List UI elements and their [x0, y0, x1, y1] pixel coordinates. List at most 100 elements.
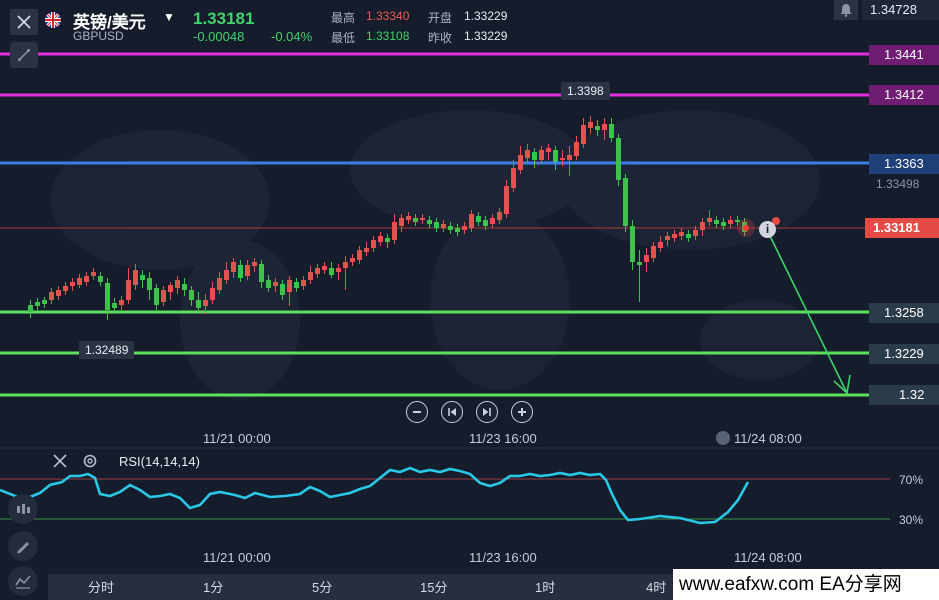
info-icon[interactable]: i	[759, 221, 776, 238]
level-label-6: 1.32	[869, 385, 939, 405]
candle	[154, 288, 159, 305]
candle	[476, 216, 481, 222]
step-back-button[interactable]	[441, 401, 463, 423]
candle	[693, 230, 698, 236]
candle	[735, 220, 740, 222]
candle	[658, 242, 663, 248]
current-price-dot	[743, 225, 749, 231]
tf-4h[interactable]: 4时	[646, 580, 667, 595]
candle	[714, 220, 719, 224]
step-forward-button[interactable]	[476, 401, 498, 423]
candle	[539, 150, 544, 160]
candle	[217, 278, 222, 290]
alert-button[interactable]	[834, 0, 858, 20]
low-label: 最低	[331, 31, 356, 45]
rsi-title: RSI(14,14,14)	[119, 454, 200, 469]
pencil-icon	[17, 542, 29, 553]
candle	[238, 265, 243, 278]
tf-tick[interactable]: 分时	[88, 580, 115, 595]
candle	[273, 282, 278, 286]
candle	[350, 258, 355, 262]
candle	[630, 226, 635, 262]
candle	[420, 218, 425, 220]
candle	[203, 300, 208, 306]
forecast-arrow-line	[769, 235, 848, 394]
level-label-5: 1.3229	[869, 344, 939, 364]
candle	[140, 275, 145, 280]
draw-button[interactable]	[8, 531, 38, 561]
candle	[231, 262, 236, 272]
info-badge-dot	[772, 217, 780, 225]
time-label-3: 11/24 08:00	[734, 431, 802, 446]
prev-close-label: 昨收	[428, 31, 453, 45]
candle	[602, 124, 607, 130]
candle	[301, 280, 306, 286]
zoom-in-button[interactable]	[511, 401, 533, 423]
zoom-out-button[interactable]	[406, 401, 428, 423]
tf-1h[interactable]: 1时	[535, 580, 556, 595]
candle	[259, 264, 264, 282]
level-label-2: 1.3412	[869, 85, 939, 105]
candle	[385, 238, 390, 242]
open-value: 1.33229	[464, 9, 508, 23]
candle	[399, 218, 404, 226]
candlestick-series	[28, 116, 780, 320]
price-change: -0.00048	[193, 29, 245, 44]
candle	[189, 290, 194, 300]
candle	[609, 124, 614, 138]
close-indicator-button[interactable]	[53, 454, 67, 473]
cursor-dot-icon	[716, 431, 730, 445]
symbol-name[interactable]: 英镑/美元	[73, 13, 146, 32]
rsi-line	[0, 466, 750, 525]
candle	[532, 152, 537, 160]
zoom-out-icon	[413, 411, 421, 413]
open-label: 开盘	[428, 11, 453, 25]
tf-15m[interactable]: 15分	[420, 580, 448, 595]
tf-5m[interactable]: 5分	[312, 580, 333, 595]
candle	[49, 292, 54, 300]
high-label: 最高	[331, 11, 356, 25]
candle	[91, 272, 96, 276]
current-price-tag: 1.33181	[865, 218, 939, 238]
candle	[112, 303, 117, 308]
candle	[651, 246, 656, 258]
candle	[196, 300, 201, 308]
candle	[728, 220, 733, 224]
uk-flag-icon	[45, 12, 61, 28]
candle	[35, 302, 40, 306]
candle	[644, 255, 649, 262]
candle	[371, 240, 376, 248]
symbol-code: GBPUSD	[73, 29, 124, 43]
candle	[392, 222, 397, 240]
chevron-down-icon[interactable]: ▼	[163, 10, 175, 24]
level-label-4: 1.3258	[869, 303, 939, 323]
indicator-button[interactable]	[8, 494, 38, 524]
candle	[343, 262, 348, 268]
candle	[406, 216, 411, 220]
candle	[413, 218, 418, 222]
close-button[interactable]	[10, 9, 38, 35]
candle	[434, 222, 439, 228]
step-forward-icon	[483, 408, 491, 416]
candle	[287, 280, 292, 292]
candle	[56, 290, 61, 296]
close-icon	[53, 454, 67, 468]
candle	[567, 155, 572, 160]
draw-tool-icon	[18, 49, 30, 61]
draw-tool-button[interactable]	[10, 42, 38, 68]
candle	[84, 276, 89, 282]
tf-1m[interactable]: 1分	[203, 580, 224, 595]
candle	[665, 236, 670, 240]
bell-icon	[840, 4, 852, 17]
chart-type-button[interactable]	[8, 566, 38, 596]
indicator-settings-button[interactable]	[82, 453, 98, 474]
candle	[455, 228, 460, 232]
candle	[294, 282, 299, 288]
line-chart-icon	[15, 575, 31, 589]
level-label-1: 1.3441	[869, 45, 939, 65]
candle	[637, 262, 642, 265]
candle	[126, 280, 131, 300]
candle	[42, 300, 47, 304]
candle	[357, 250, 362, 260]
